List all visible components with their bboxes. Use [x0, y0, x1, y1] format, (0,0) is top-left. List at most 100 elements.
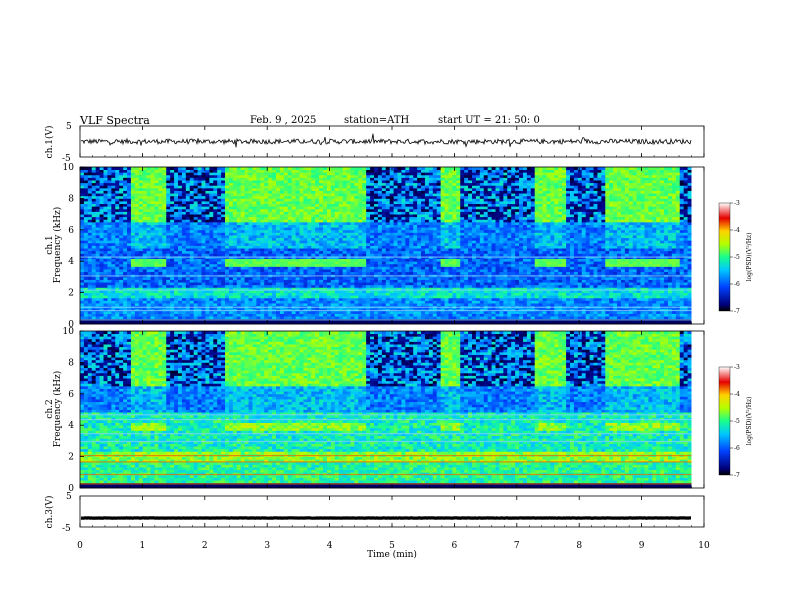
spectrogram-cell: [256, 314, 260, 317]
spectrogram-cell: [303, 227, 307, 230]
spectrogram-cell: [260, 217, 264, 220]
spectrogram-cell: [268, 188, 272, 191]
spectrogram-cell: [339, 201, 343, 204]
spectrogram-cell: [358, 172, 362, 175]
spectrogram-cell: [268, 198, 272, 201]
spectrogram-cell: [350, 240, 354, 243]
spectrogram-cell: [84, 209, 88, 212]
spectrogram-cell: [115, 248, 119, 251]
spectrogram-cell: [111, 225, 115, 228]
spectrogram-cell: [339, 193, 343, 196]
spectrogram-cell: [249, 185, 253, 188]
spectrogram-cell: [264, 191, 268, 194]
spectrogram-cell: [276, 303, 280, 306]
spectrogram-cell: [323, 230, 327, 233]
spectrogram-cell: [162, 227, 166, 230]
spectrogram-cell: [194, 170, 198, 173]
spectrogram-cell: [202, 248, 206, 251]
spectrogram-cell: [217, 298, 221, 301]
spectrogram-cell: [276, 219, 280, 222]
spectrogram-cell: [158, 303, 162, 306]
spectrogram-cell: [100, 293, 104, 296]
spectrogram-cell: [241, 183, 245, 186]
spectrogram-cell: [272, 235, 276, 238]
spectrogram-cell: [131, 209, 135, 212]
spectrogram-cell: [213, 300, 217, 303]
spectrogram-cell: [323, 196, 327, 199]
spectrogram-cell: [252, 238, 256, 241]
spectrogram-cell: [319, 300, 323, 303]
spectrogram-cell: [358, 227, 362, 230]
spectrogram-cell: [174, 269, 178, 272]
spectrogram-cell: [92, 211, 96, 214]
spectrogram-cell: [323, 175, 327, 178]
spectrogram-cell: [319, 277, 323, 280]
spectrogram-cell: [115, 230, 119, 233]
spectrogram-cell: [343, 206, 347, 209]
spectrogram-cell: [111, 167, 115, 170]
spectrogram-cell: [386, 170, 390, 173]
spectrogram-cell: [205, 295, 209, 298]
spectrogram-cell: [249, 264, 253, 267]
spectrogram-cell: [331, 243, 335, 246]
spectrogram-cell: [202, 314, 206, 317]
spectrogram-cell: [237, 311, 241, 314]
spectrogram-cell: [237, 235, 241, 238]
spectrogram-cell: [292, 266, 296, 269]
spectrogram-cell: [268, 298, 272, 301]
spectrogram-cell: [315, 177, 319, 180]
spectrogram-cell: [394, 191, 398, 194]
spectrogram-cell: [260, 293, 264, 296]
spectrogram-cell: [186, 217, 190, 220]
spectrogram-cell: [178, 196, 182, 199]
spectrogram-cell: [296, 253, 300, 256]
spectrogram-cell: [343, 235, 347, 238]
spectrogram-cell: [186, 170, 190, 173]
spectrogram-cell: [260, 172, 264, 175]
spectrogram-cell: [237, 232, 241, 235]
spectrogram-cell: [139, 261, 143, 264]
spectrogram-cell: [135, 201, 139, 204]
spectrogram-cell: [213, 293, 217, 296]
spectrogram-cell: [100, 177, 104, 180]
spectrogram-cell: [323, 185, 327, 188]
spectrogram-cell: [84, 170, 88, 173]
spectrogram-cell: [354, 246, 358, 249]
spectrogram-cell: [303, 285, 307, 288]
spectrogram-cell: [131, 177, 135, 180]
spectrogram-cell: [343, 261, 347, 264]
spectrogram-cell: [111, 293, 115, 296]
spectrogram-cell: [315, 259, 319, 262]
spectrogram-cell: [347, 314, 351, 317]
spectrogram-cell: [264, 201, 268, 204]
spectrogram-cell: [104, 198, 108, 201]
spectrogram-cell: [370, 246, 374, 249]
spectrogram-cell: [386, 230, 390, 233]
spectrogram-cell: [237, 300, 241, 303]
spectrogram-cell: [327, 266, 331, 269]
spectrogram-cell: [354, 206, 358, 209]
spectrogram-cell: [394, 175, 398, 178]
spectrogram-cell: [284, 243, 288, 246]
spectrogram-cell: [245, 311, 249, 314]
spectrogram-cell: [80, 311, 84, 314]
spectrogram-cell: [319, 293, 323, 296]
spectrogram-cell: [186, 227, 190, 230]
spectrogram-cell: [319, 193, 323, 196]
spectrogram-cell: [100, 316, 104, 319]
spectrogram-cell: [307, 243, 311, 246]
spectrogram-cell: [296, 232, 300, 235]
spectrogram-cell: [217, 185, 221, 188]
spectrogram-cell: [307, 248, 311, 251]
spectrogram-cell: [104, 277, 108, 280]
spectrogram-cell: [296, 219, 300, 222]
spectrogram-cell: [151, 248, 155, 251]
spectrogram-cell: [249, 280, 253, 283]
spectrogram-cell: [107, 261, 111, 264]
spectrogram-cell: [115, 253, 119, 256]
spectrogram-cell: [123, 180, 127, 183]
spectrogram-cell: [343, 183, 347, 186]
spectrogram-cell: [311, 285, 315, 288]
spectrogram-cell: [307, 211, 311, 214]
spectrogram-cell: [92, 204, 96, 207]
